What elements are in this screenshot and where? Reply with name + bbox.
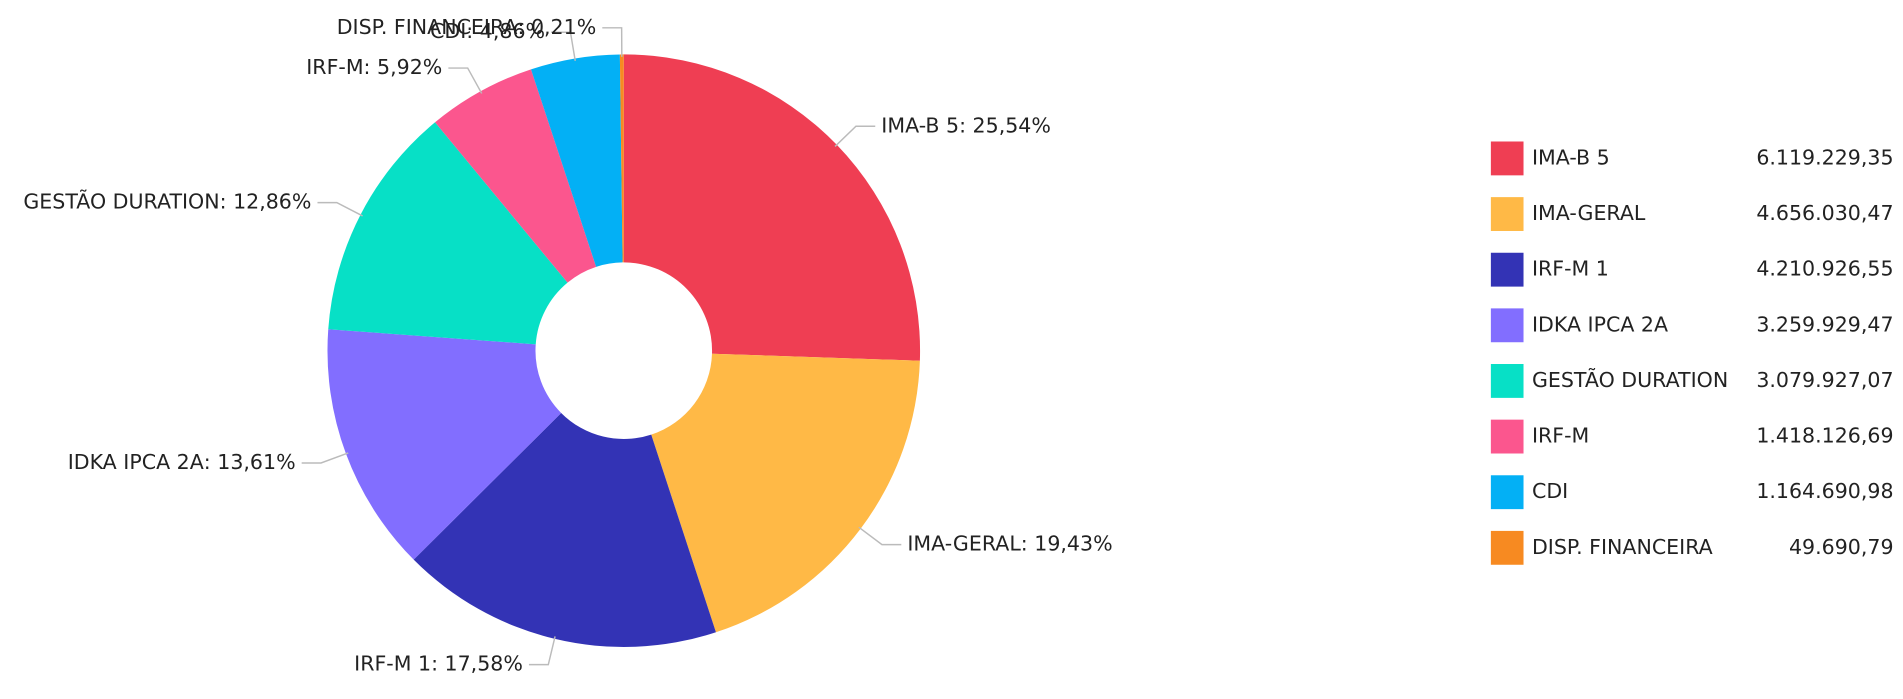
legend-label: GESTÃO DURATION (1532, 366, 1728, 392)
legend-swatch (1490, 308, 1524, 343)
slice-label-value: 4,86% (480, 19, 545, 43)
slice (623, 54, 921, 361)
slice-label: IDKA IPCA 2A: 13,61% (68, 450, 296, 474)
slice-label-value: 17,58% (445, 652, 523, 676)
slice-label: CDI: 4,86% (430, 19, 545, 43)
slice-label-value: 0,21% (531, 15, 596, 39)
slice-label-name: GESTÃO DURATION (23, 188, 219, 214)
slice-label-sep: : (1021, 532, 1034, 556)
legend-amount: 1.418.126,69 (1756, 424, 1893, 448)
slice-label-value: 13,61% (217, 450, 295, 474)
legend-swatch (1490, 475, 1524, 510)
slice (327, 329, 562, 560)
leader-line (528, 636, 556, 666)
leader-line (301, 452, 349, 464)
slice (530, 54, 623, 267)
slice-label-sep: : (220, 190, 233, 214)
legend-swatch (1490, 252, 1524, 287)
legend-amount: 6.119.229,35 (1756, 145, 1893, 169)
legend-label: CDI (1532, 479, 1568, 503)
slice-label-value: 19,43% (1034, 532, 1112, 556)
legend-label: IRF-M 1 (1532, 257, 1609, 281)
slice (328, 122, 568, 345)
slice-label: IMA-GERAL: 19,43% (907, 532, 1112, 556)
slice-label: IRF-M 1: 17,58% (354, 652, 523, 676)
slice-label-name: IDKA IPCA 2A (68, 450, 204, 474)
legend-amount: 1.164.690,98 (1756, 479, 1893, 503)
legend-label: IMA-B 5 (1532, 145, 1610, 169)
legend-swatch (1490, 419, 1524, 454)
slice-label-sep: : (959, 113, 972, 137)
leader-line (551, 31, 576, 61)
legend-label: DISP. FINANCEIRA (1532, 535, 1713, 559)
slice (435, 69, 597, 283)
slice-label-sep: : (431, 652, 444, 676)
legend-label: IDKA IPCA 2A (1532, 312, 1668, 336)
slice-label: GESTÃO DURATION: 12,86% (23, 188, 311, 214)
slice-label-name: IMA-B 5 (881, 113, 959, 137)
slice-label-sep: : (466, 19, 479, 43)
legend-label: IMA-GERAL (1532, 201, 1646, 225)
leader-line (317, 201, 363, 217)
slice (651, 353, 920, 633)
slice-label-sep: : (364, 55, 377, 79)
legend-amount: 4.656.030,47 (1756, 201, 1893, 225)
slice-label-name: IMA-GERAL (907, 532, 1021, 556)
slice-label-value: 25,54% (973, 113, 1051, 137)
slice-label: IRF-M: 5,92% (306, 55, 442, 79)
legend-label: IRF-M (1532, 424, 1589, 448)
slice (413, 412, 716, 647)
slice-label-sep: : (204, 450, 217, 474)
slice-label-value: 12,86% (233, 190, 311, 214)
legend-swatch (1490, 364, 1524, 398)
slice-label-sep: : (517, 15, 530, 39)
slice-label-name: IRF-M (306, 55, 363, 79)
legend-amount: 3.259.929,47 (1756, 312, 1893, 336)
slice-label-value: 5,92% (377, 55, 442, 79)
legend-swatch (1490, 197, 1524, 231)
leader-line (448, 67, 483, 94)
leader-line (602, 27, 623, 57)
slice (619, 54, 624, 263)
legend-amount: 3.079.927,07 (1756, 368, 1893, 392)
legend-amount: 4.210.926,55 (1756, 257, 1893, 281)
slice-label-name: IRF-M 1 (354, 652, 431, 676)
leader-line (834, 125, 876, 147)
leader-line (858, 526, 902, 546)
slice-label-name: DISP. FINANCEIRA (337, 15, 518, 39)
slice-label-name: CDI (430, 19, 466, 43)
slice-label: IMA-B 5: 25,54% (881, 113, 1051, 137)
slice-label: DISP. FINANCEIRA: 0,21% (337, 15, 597, 39)
legend-amount: 49.690,79 (1789, 535, 1894, 559)
legend-swatch (1490, 530, 1524, 565)
legend-swatch (1490, 141, 1524, 176)
